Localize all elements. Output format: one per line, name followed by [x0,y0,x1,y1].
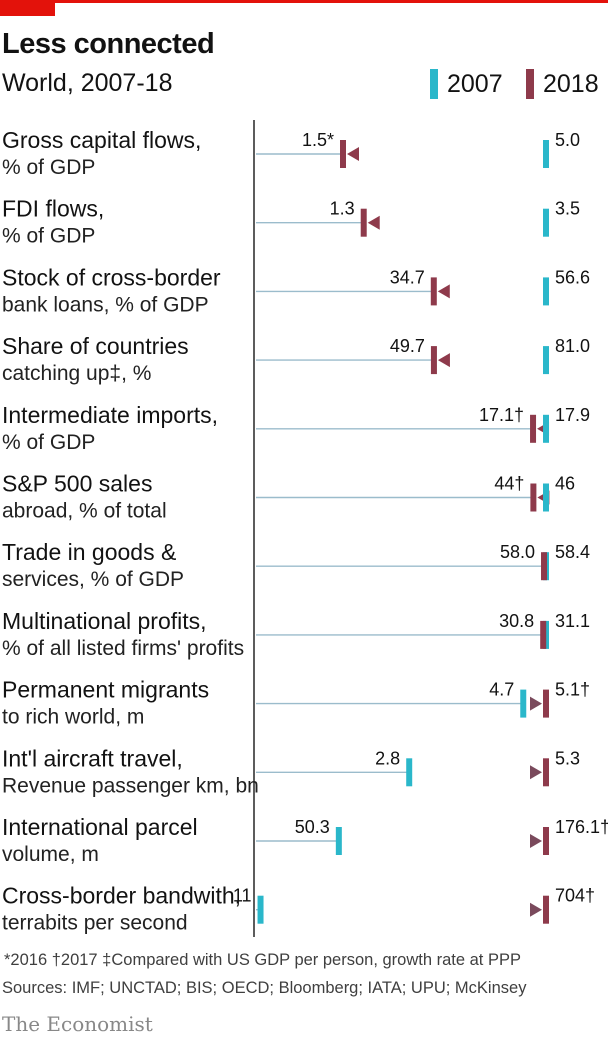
value-label-2018: 704† [555,886,595,906]
legend-label-2007: 2007 [447,69,503,98]
marker-2007 [335,827,342,855]
row-label-line1: Gross capital flows, [2,127,201,153]
row-label-line2: abroad, % of total [2,500,167,523]
value-label-2018: 58.0 [500,542,535,562]
row-label-line1: Intermediate imports, [2,402,218,428]
top-accent-bar [0,0,608,3]
row-label-line2: terrabits per second [2,912,188,935]
marker-2018 [530,483,537,512]
value-label-2018: 34.7 [390,267,425,287]
row-label-line1: Share of countries [2,333,189,359]
marker-2018 [360,208,367,237]
legend-swatch-2007 [430,69,438,99]
chart-title: Less connected [2,28,215,60]
sources: Sources: IMF; UNCTAD; BIS; OECD; Bloombe… [2,979,527,997]
value-label-2018: 176.1† [555,817,608,837]
chart-subtitle: World, 2007-18 [2,69,173,97]
value-label-2007: 50.3 [295,817,330,837]
marker-2018 [540,620,547,649]
marker-2007 [406,758,413,787]
value-label-2018: 30.8 [499,611,534,631]
dumbbell-chart: Gross capital flows, % of GDP 1.5* 5.0 FDI f… [2,120,608,937]
value-label-2007: 81.0 [555,336,590,356]
value-label-2018: 1.5* [302,130,334,150]
marker-2018 [543,689,549,718]
value-label-2007: 17.9 [555,405,590,425]
marker-2007 [543,483,549,512]
top-accent-tag [0,0,55,16]
row-arrow-head [530,696,542,711]
marker-2007 [543,346,549,375]
row-arrow-head [530,834,542,848]
row-label-line2: % of GDP [2,156,95,179]
value-label-2007: 31.1 [555,611,590,631]
row-label-line1: Int'l aircraft travel, [2,745,183,771]
row-label-line2: % of GDP [2,225,95,248]
marker-2018 [543,827,549,855]
marker-2007 [543,277,549,306]
row-arrow-head [437,353,450,368]
value-label-2007: 5.0 [555,130,580,150]
value-label-2007: 46 [555,474,575,494]
marker-2007 [543,414,549,443]
row-label-line1: Multinational profits, [2,608,207,634]
row-arrow-head [347,147,359,161]
row-label-line2: to rich world, m [2,706,144,729]
value-label-2007: 11 [233,886,252,906]
row-label-line2: volume, m [2,843,99,866]
marker-2007 [543,140,549,168]
row-label-line1: Cross-border bandwith, [2,883,241,909]
marker-2007 [520,689,527,718]
value-label-2018: 5.1† [555,680,590,700]
value-label-2007: 56.6 [555,267,590,287]
value-label-2018: 5.3 [555,748,580,768]
legend-swatch-2018 [526,69,534,99]
marker-2018 [430,277,437,306]
row-label-line2: services, % of GDP [2,568,184,591]
legend-label-2018: 2018 [543,69,599,98]
legend-item-2018: 2018 [526,69,599,99]
row-label-line1: Stock of cross-border [2,264,221,290]
row-label-line1: Trade in goods & [2,539,176,565]
row-label-line1: FDI flows, [2,196,104,222]
value-label-2018: 1.3 [330,199,355,219]
row-label-line2: Revenue passenger km, bn [2,774,259,797]
row-arrow-head [437,284,450,299]
value-label-2018: 49.7 [390,336,425,356]
row-arrow-head [367,215,380,230]
row-arrow-head [530,765,542,780]
marker-2018 [340,140,346,168]
row-label-line1: Permanent migrants [2,677,209,703]
row-label-line2: % of GDP [2,431,95,454]
value-label-2007: 4.7 [489,680,514,700]
row-label-line2: % of all listed firms' profits [2,637,244,660]
footnote: *2016 †2017 ‡Compared with US GDP per pe… [4,951,521,969]
value-label-2018: 17.1† [479,405,524,425]
marker-2018 [530,414,537,443]
value-label-2007: 58.4 [555,542,590,562]
marker-2018 [543,895,549,924]
row-label-line2: bank loans, % of GDP [2,293,209,316]
value-label-2007: 3.5 [555,199,580,219]
marker-2007 [257,895,264,924]
value-label-2018: 44† [494,474,524,494]
marker-2007 [543,208,549,237]
value-label-2007: 2.8 [375,748,400,768]
marker-2018 [430,346,437,375]
brand-logo: The Economist [2,1012,153,1036]
marker-2018 [541,552,548,581]
row-arrow-head [530,902,542,917]
row-label-line1: International parcel [2,814,198,840]
legend-item-2007: 2007 [430,69,503,99]
marker-2018 [543,758,549,787]
row-label-line2: catching up‡, % [2,362,151,385]
row-label-line1: S&P 500 sales [2,471,152,497]
